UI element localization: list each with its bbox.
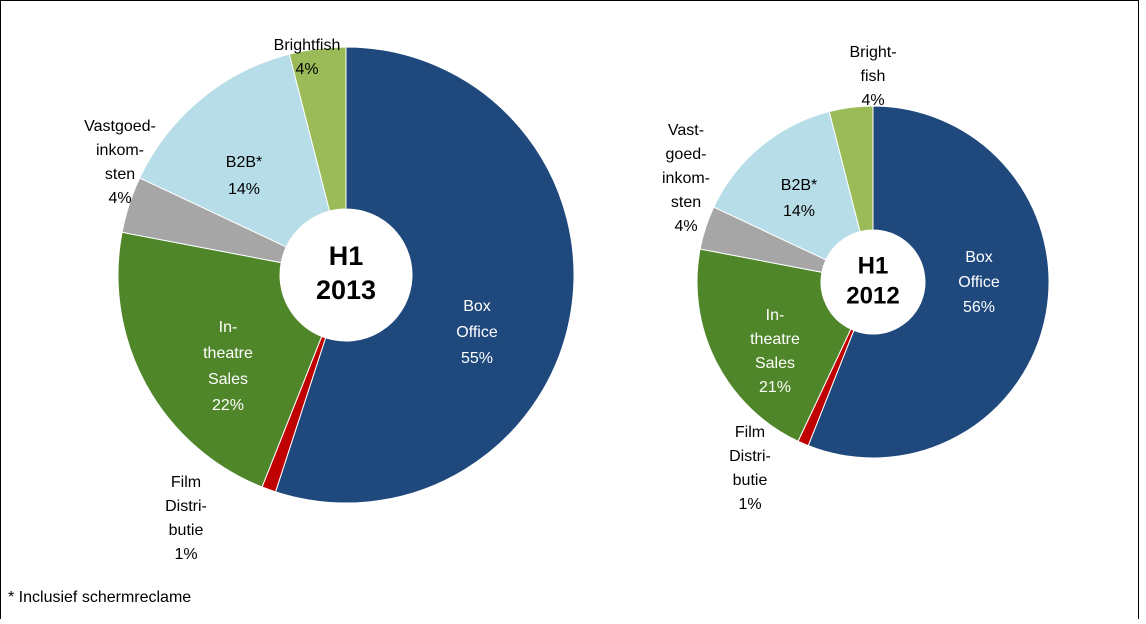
slice-label: Sales [208,371,248,388]
slice-label: inkom- [662,170,710,187]
value-label: 1% [738,496,761,513]
slice [117,231,323,488]
slice-label: Film [735,424,765,441]
slice-label: Sales [755,355,795,372]
value-label: 55% [461,350,493,367]
slice-label: Film [171,474,201,491]
value-label: 14% [783,203,815,220]
slice-label: Office [958,274,1000,291]
slice-label: Office [456,324,498,341]
slice-label: sten [105,166,135,183]
slice [696,248,852,442]
center-label: H1 [858,252,889,279]
value-label: 4% [295,61,318,78]
slice-label: goed- [666,146,707,163]
value-label: 1% [174,546,197,563]
slice-label: Vast- [668,122,704,139]
slice-label: Box [965,249,993,266]
slice-label: fish [861,68,886,85]
slice-label: inkom- [96,142,144,159]
slice-label: Bright- [849,44,896,61]
slice-label: Distri- [165,498,207,515]
slice [288,46,347,212]
slice [139,53,331,248]
slice-label: In- [219,319,238,336]
value-label: 4% [861,92,884,109]
slice-label: B2B* [226,154,262,171]
slice-label: Box [463,298,491,315]
slice-label: B2B* [781,177,817,194]
slice-label: In- [766,307,785,324]
value-label: 21% [759,379,791,396]
slice-label: butie [169,522,204,539]
value-label: 4% [674,218,697,235]
center-label: 2013 [316,275,376,305]
slice-label: butie [733,472,768,489]
slice [274,46,575,504]
slice [828,105,874,233]
slice-label: Brightfish [274,37,341,54]
slice-label: sten [671,194,701,211]
value-label: 14% [228,181,260,198]
slice [713,110,861,261]
center-label: 2012 [846,282,899,309]
slice [807,105,1050,459]
slice-label: theatre [750,331,800,348]
center-label: H1 [329,241,364,271]
value-label: 56% [963,299,995,316]
slice-label: theatre [203,345,253,362]
slice-label: Distri- [729,448,771,465]
footnote: * Inclusief schermreclame [8,589,191,606]
slice-label: Vastgoed- [84,118,156,135]
value-label: 4% [108,190,131,207]
value-label: 22% [212,397,244,414]
